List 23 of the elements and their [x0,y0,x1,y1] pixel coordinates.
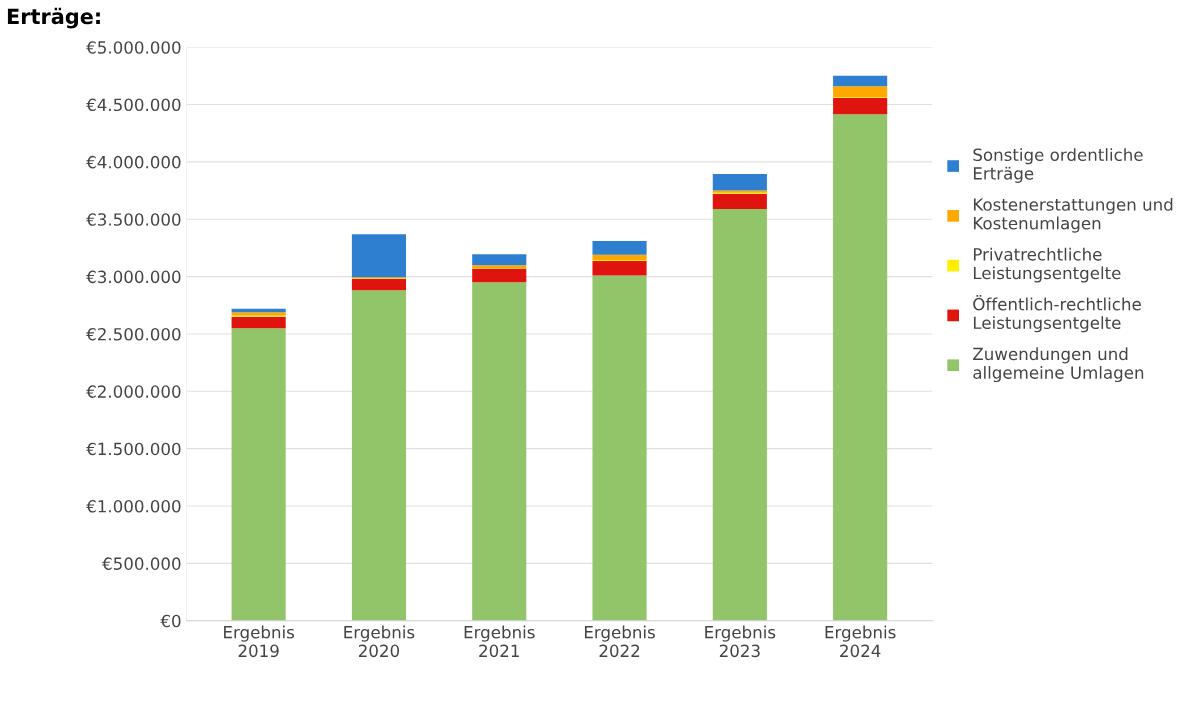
y-tick-label: €2.000.000 [86,385,181,398]
y-tick-label: €0 [160,614,181,628]
y-tick-label: €5.000.000 [86,41,181,54]
legend-label: Sonstige ordentliche Erträge [973,148,1143,183]
legend-label: Kostenerstattungen und Kostenumlagen [973,197,1173,233]
x-tick-label: Ergebnis 2023 [705,625,776,658]
y-tick-label: €3.500.000 [86,213,181,226]
x-tick-label: Ergebnis 2022 [584,625,655,658]
y-tick-label: €3.000.000 [86,270,181,284]
y-tick-label: €4.000.000 [86,155,181,169]
x-tick-label: Ergebnis 2020 [344,625,415,658]
x-tick-label: Ergebnis 2019 [224,625,295,658]
y-tick-label: €1.000.000 [86,499,181,513]
legend-label: Privatrechtliche Leistungsentgelte [973,247,1121,283]
y-tick-label: €2.500.000 [86,327,181,341]
x-tick-label: Ergebnis 2021 [464,625,535,658]
x-tick-label: Ergebnis 2024 [825,625,896,658]
legend-label: Öffentlich-rechtliche Leistungsentgelte [973,295,1141,333]
legend-label: Zuwendungen und allgemeine Umlagen [973,347,1144,383]
y-tick-label: €500.000 [102,557,181,570]
y-tick-label: €4.500.000 [86,98,181,112]
chart-title: Erträge: [7,7,100,29]
y-tick-label: €1.500.000 [86,442,181,456]
